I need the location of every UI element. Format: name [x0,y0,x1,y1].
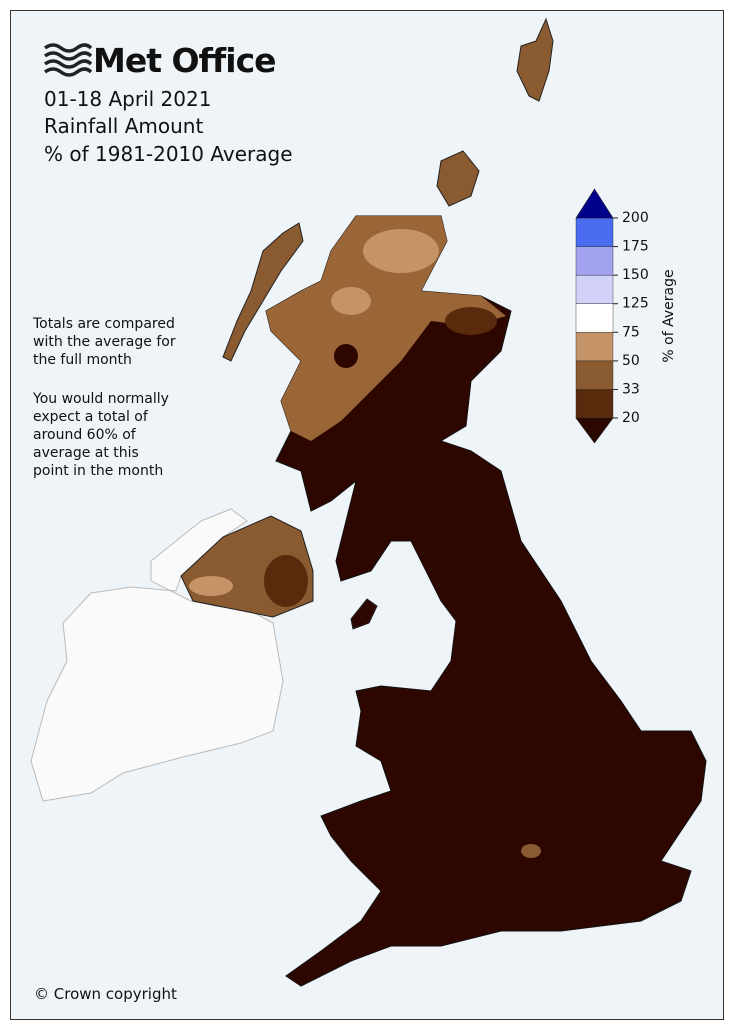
note-paragraph: Totals are compared with the average for t… [33,315,176,369]
colorbar-segment [575,217,614,247]
legend-label: % of Average [661,269,677,362]
rain-patch [331,287,371,315]
note: Totals are compared with the average for t… [33,315,176,480]
colorbar-tick-label: 175 [622,239,649,255]
colorbar-tick-label: 125 [622,296,649,312]
rain-patch [189,576,233,596]
colorbar-segment [575,332,614,362]
highlands [266,216,506,441]
colorbar-tick-label: 33 [622,381,640,397]
rain-patch [363,229,439,273]
colorbar-segment [575,274,614,304]
outer-hebrides [222,222,304,362]
orkney [436,150,480,207]
note-line: expect a total of [33,409,148,425]
note-line: with the average for [33,334,176,350]
colorbar-tick-label: 20 [622,410,640,426]
logo-icon [43,43,93,77]
colorbar-over [575,188,614,219]
map-page: 20 33 50 75 125 150 175 200 % of Average Met Of… [10,10,724,1020]
brand: Met Office [93,41,277,80]
note-line: You would normally [33,391,169,407]
rain-patch [264,555,308,607]
colorbar-under [575,417,614,444]
colorbar-tick-label: 150 [622,267,649,283]
note-line: point in the month [33,463,164,479]
colorbar-tick-label: 200 [622,210,649,226]
date: 01-18 April 2021 [44,87,212,111]
map: 20 33 50 75 125 150 175 200 % of Average [30,17,707,987]
rain-patch [334,344,358,368]
note-line: around 60% of [33,427,136,443]
note-line: average at this [33,445,139,461]
colorbar-segment [575,389,614,419]
note-line: Totals are compared [33,316,175,332]
colorbar-tick-label: 50 [622,353,640,369]
title: Rainfall Amount [44,114,204,138]
note-paragraph: You would normally expect a total of aroun… [33,390,176,480]
isle-of-man [350,598,378,630]
colorbar-segment [575,360,614,390]
colorbar-segment [575,246,614,276]
note-line: the full month [33,352,132,368]
legend: 20 33 50 75 125 150 175 200 [575,188,649,444]
great-britain [265,215,707,987]
subtitle: % of 1981-2010 Average [44,142,293,166]
shetland [516,17,554,102]
rain-patch [445,307,497,335]
copyright: © Crown copyright [34,985,177,1003]
rain-patch [521,844,541,858]
colorbar-segment [575,303,614,333]
colorbar-tick-label: 75 [622,324,640,340]
